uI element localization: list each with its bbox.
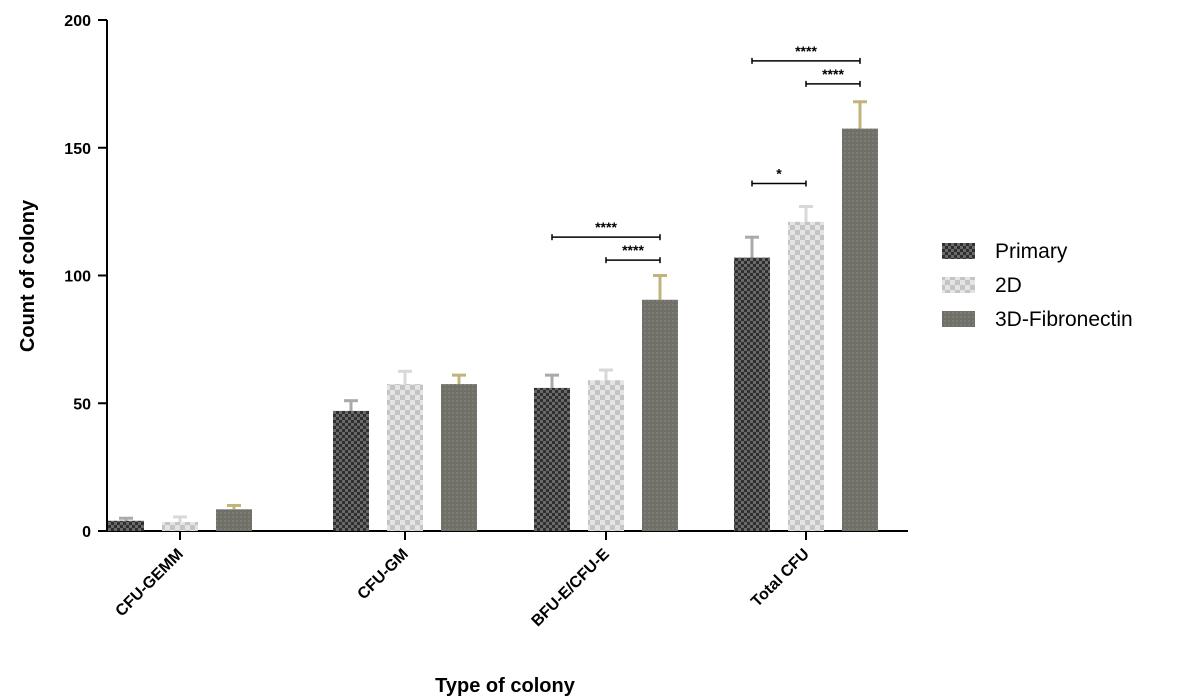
y-tick-label: 150 bbox=[64, 141, 91, 158]
bar-primary-cfu-gemm bbox=[108, 520, 144, 531]
bar-primary-cfu-gm bbox=[333, 410, 369, 531]
bar-3d-fibronectin-cfu-gm bbox=[441, 384, 477, 531]
bars bbox=[108, 128, 878, 531]
significance-label: **** bbox=[595, 219, 617, 235]
significance-label: **** bbox=[822, 66, 844, 82]
error-bars bbox=[119, 100, 867, 523]
legend-swatch-3d-fibronectin bbox=[942, 311, 975, 327]
bar-3d-fibronectin-bfu-e-cfu-e bbox=[642, 299, 678, 531]
bar-primary-bfu-e-cfu-e bbox=[534, 387, 570, 531]
bar-2d-cfu-gemm bbox=[162, 522, 198, 531]
legend-label-3d-fibronectin: 3D-Fibronectin bbox=[995, 308, 1133, 331]
bar-3d-fibronectin-total-cfu bbox=[842, 128, 878, 531]
x-axis-title: Type of colony bbox=[435, 675, 576, 697]
legend-label-primary: Primary bbox=[995, 240, 1068, 263]
y-axis-title: Count of colony bbox=[17, 199, 39, 352]
bar-2d-bfu-e-cfu-e bbox=[588, 380, 624, 531]
y-tick-label: 50 bbox=[73, 396, 91, 413]
bar-3d-fibronectin-cfu-gemm bbox=[216, 509, 252, 531]
x-ticks: CFU-GEMM CFU-GM BFU-E/CFU-E Total CFU bbox=[113, 531, 813, 630]
bar-2d-cfu-gm bbox=[387, 384, 423, 531]
legend: Primary 2D 3D-Fibronectin bbox=[942, 240, 1133, 331]
y-tick-label: 200 bbox=[64, 13, 91, 30]
x-tick-label-total-cfu: Total CFU bbox=[748, 546, 813, 611]
bar-primary-total-cfu bbox=[734, 257, 770, 531]
legend-label-2d: 2D bbox=[995, 274, 1022, 297]
legend-swatch-2d bbox=[942, 277, 975, 293]
x-tick-label-cfu-gm: CFU-GM bbox=[355, 546, 412, 603]
significance-annotations: ***************** bbox=[551, 43, 861, 264]
y-tick-label: 0 bbox=[82, 524, 91, 541]
bar-2d-total-cfu bbox=[788, 221, 824, 531]
legend-swatch-primary bbox=[942, 243, 975, 259]
significance-label: * bbox=[776, 166, 782, 182]
x-tick-label-bfu-e-cfu-e: BFU-E/CFU-E bbox=[529, 546, 614, 631]
significance-label: **** bbox=[622, 242, 644, 258]
y-ticks: 0 50 100 150 200 bbox=[64, 13, 107, 541]
axes bbox=[106, 20, 908, 532]
y-tick-label: 100 bbox=[64, 269, 91, 286]
significance-label: **** bbox=[795, 43, 817, 59]
x-tick-label-cfu-gemm: CFU-GEMM bbox=[113, 546, 187, 620]
